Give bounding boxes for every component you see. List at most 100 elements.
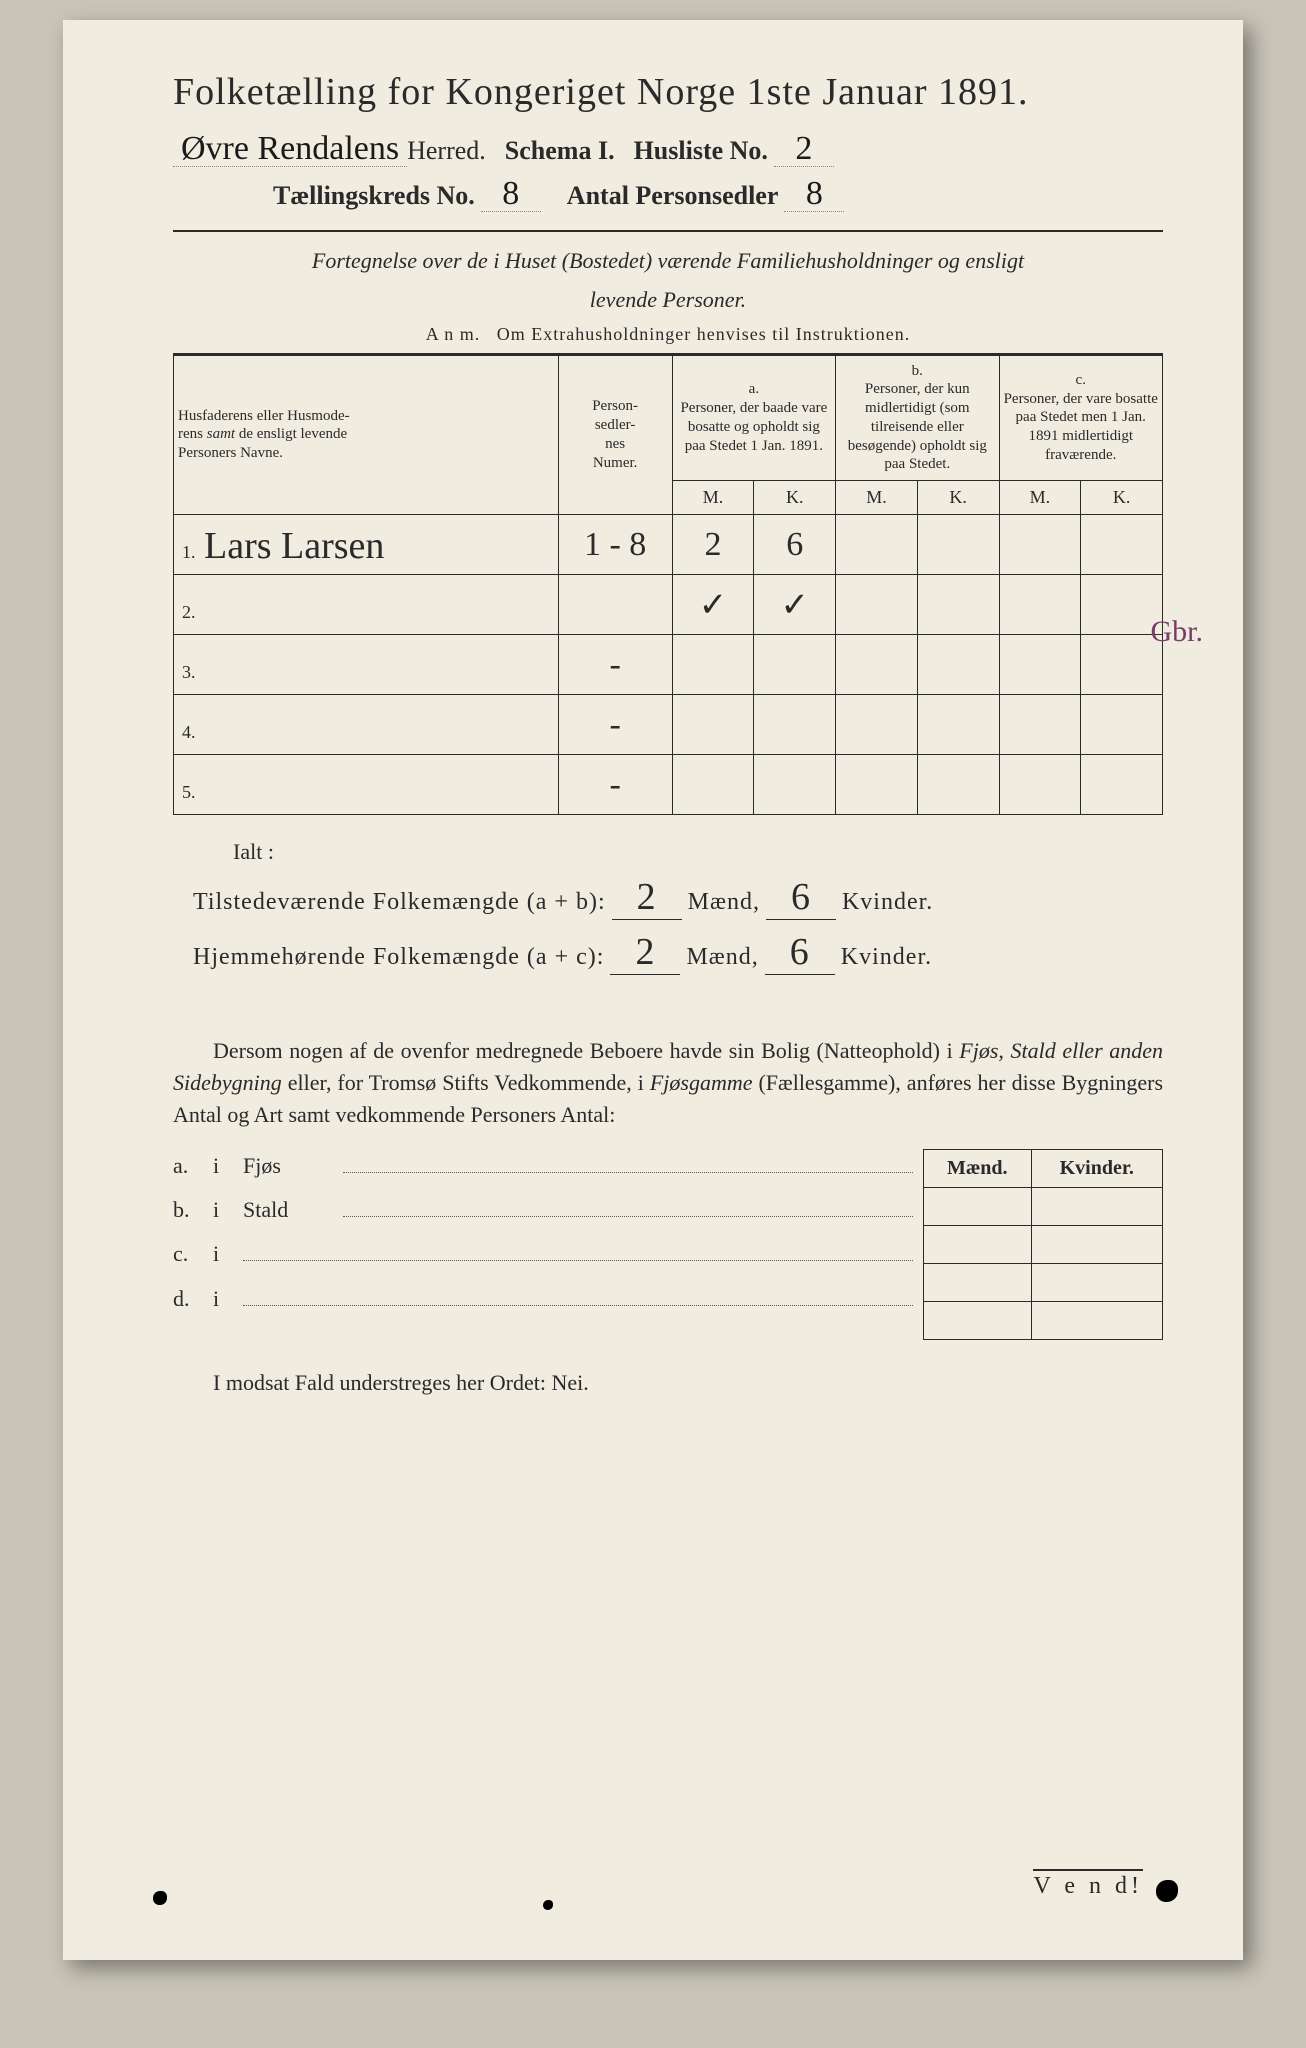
mk-kvinder: Kvinder. [1031, 1149, 1162, 1187]
main-table: Husfaderens eller Husmode-rens samt de e… [173, 353, 1163, 816]
row-am [672, 755, 754, 815]
hdr-c-k: K. [1081, 481, 1163, 515]
row-bm [836, 635, 918, 695]
sum2-k: 6 [765, 930, 835, 975]
hdr-name: Husfaderens eller Husmode-rens samt de e… [174, 354, 559, 515]
vend-label: V e n d! [1033, 1869, 1143, 1900]
sum-row-1: Tilstedeværende Folkemængde (a + b): 2 M… [193, 875, 1163, 920]
hdr-a-k: K. [754, 481, 836, 515]
row-cm [999, 515, 1081, 575]
anm-line: A n m. Om Extrahusholdninger henvises ti… [173, 324, 1163, 345]
row-am [672, 695, 754, 755]
hdr-b-label: b. [912, 363, 923, 379]
para-a: Dersom nogen af de ovenfor medregnede Be… [213, 1038, 959, 1063]
row-idx: 2. [182, 602, 204, 623]
ink-blot-icon [1156, 1880, 1178, 1902]
row-ak [754, 755, 836, 815]
hdr-a-label: a. [749, 381, 759, 397]
row-idx: 1. [182, 542, 204, 563]
row-ak: ✓ [754, 575, 836, 635]
row-ak [754, 695, 836, 755]
row-bk [917, 695, 999, 755]
mk-cell [924, 1263, 1032, 1301]
row-bm [836, 755, 918, 815]
maend-label: Mænd, [686, 944, 758, 971]
census-form-page: Folketælling for Kongeriget Norge 1ste J… [63, 20, 1243, 1960]
mk-cell [1031, 1225, 1162, 1263]
description-line-1: Fortegnelse over de i Huset (Bostedet) v… [173, 246, 1163, 277]
nei-line: I modsat Fald understreges her Ordet: Ne… [213, 1370, 1163, 1396]
ialt-label: Ialt : [233, 839, 1163, 865]
table-row: 5. - [174, 755, 1163, 815]
mk-cell [924, 1225, 1032, 1263]
margin-note: Gbr. [1151, 615, 1204, 649]
schema-label: Schema I. [505, 136, 615, 166]
antal-label: Antal Personsedler [567, 181, 779, 211]
row-num: - [558, 635, 672, 695]
row-name: Lars Larsen [204, 525, 384, 567]
maend-label: Mænd, [688, 889, 760, 916]
table-row: 2. ✓ ✓ [174, 575, 1163, 635]
form-title: Folketælling for Kongeriget Norge 1ste J… [173, 70, 1163, 114]
line-d: d.i [173, 1281, 913, 1311]
row-idx: 5. [182, 782, 204, 803]
line-a: a.iFjøs [173, 1149, 913, 1179]
hdr-c-desc: Personer, der vare bosatte paa Stedet me… [1004, 391, 1158, 463]
row-num: - [558, 695, 672, 755]
herred-label: Herred. [407, 136, 486, 166]
row-cm [999, 755, 1081, 815]
row-am: 2 [672, 515, 754, 575]
kvinder-label: Kvinder. [842, 889, 933, 916]
antal-value: 8 [784, 177, 844, 212]
row-ck [1081, 755, 1163, 815]
meta-row-1: Øvre Rendalens Herred. Schema I. Huslist… [173, 132, 1163, 167]
ink-blot-icon [153, 1891, 167, 1905]
mk-maend: Mænd. [924, 1149, 1032, 1187]
sum1-m: 2 [612, 875, 682, 920]
mk-cell [924, 1187, 1032, 1225]
row-idx: 3. [182, 662, 204, 683]
sum1-k: 6 [766, 875, 836, 920]
row-ck [1081, 695, 1163, 755]
hdr-a-desc: Personer, der baade vare bosatte og opho… [680, 400, 827, 454]
hdr-c-label: c. [1076, 372, 1086, 388]
mk-table: Mænd.Kvinder. [923, 1149, 1163, 1340]
husliste-label: Husliste No. [634, 136, 768, 166]
row-idx: 4. [182, 722, 204, 743]
mk-cell [1031, 1263, 1162, 1301]
herred-value: Øvre Rendalens [173, 132, 407, 167]
row-ak: 6 [754, 515, 836, 575]
kvinder-label: Kvinder. [841, 944, 932, 971]
para-b: eller, for Tromsø Stifts Vedkommende, i [282, 1070, 650, 1095]
description-line-2: levende Personer. [173, 285, 1163, 316]
row-am: ✓ [672, 575, 754, 635]
husliste-value: 2 [774, 132, 834, 167]
row-bk [917, 575, 999, 635]
sum2-m: 2 [610, 930, 680, 975]
hdr-b: b. Personer, der kun midlertidigt (som t… [836, 354, 999, 481]
hdr-a: a. Personer, der baade vare bosatte og o… [672, 354, 835, 481]
mk-cell [924, 1301, 1032, 1339]
kreds-value: 8 [481, 177, 541, 212]
table-row: 1.Lars Larsen 1 - 8 2 6 [174, 515, 1163, 575]
mk-cell [1031, 1187, 1162, 1225]
hdr-b-desc: Personer, der kun midlertidigt (som tilr… [848, 381, 987, 472]
line-c: c.i [173, 1237, 913, 1267]
para-it2: Fjøsgamme [650, 1070, 753, 1095]
line-b: b.iStald [173, 1193, 913, 1223]
meta-row-2: Tællingskreds No. 8 Antal Personsedler 8 [273, 177, 1163, 212]
sum1-label: Tilstedeværende Folkemængde (a + b): [193, 889, 606, 916]
hdr-num: Person-sedler-nesNumer. [558, 354, 672, 515]
row-cm [999, 575, 1081, 635]
sum2-label: Hjemmehørende Folkemængde (a + c): [193, 944, 604, 971]
sum-row-2: Hjemmehørende Folkemængde (a + c): 2 Mæn… [193, 930, 1163, 975]
row-bm [836, 575, 918, 635]
divider-1 [173, 230, 1163, 232]
ink-blot-icon [543, 1900, 553, 1910]
side-table: a.iFjøs b.iStald c.i d.i Mænd.Kvinder. [173, 1149, 1163, 1340]
row-ck [1081, 515, 1163, 575]
row-cm [999, 635, 1081, 695]
table-row: 4. - [174, 695, 1163, 755]
row-am [672, 635, 754, 695]
row-num [558, 575, 672, 635]
